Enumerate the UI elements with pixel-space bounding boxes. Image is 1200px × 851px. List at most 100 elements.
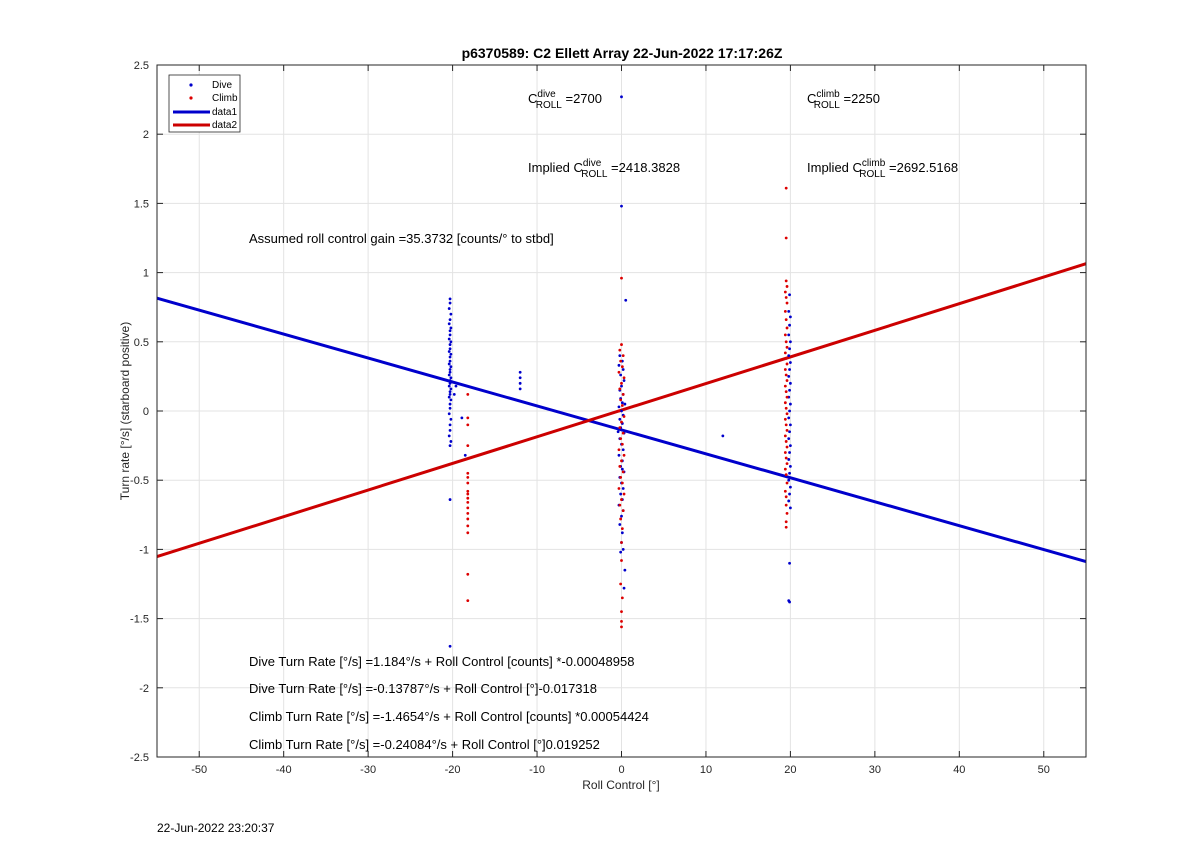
point-climb <box>783 417 787 421</box>
point-climb <box>466 531 470 535</box>
point-dive <box>787 375 791 378</box>
point-climb <box>621 431 625 435</box>
point-dive <box>789 340 792 344</box>
point-dive <box>454 384 458 388</box>
point-dive <box>621 368 625 371</box>
point-dive <box>448 381 452 385</box>
point-climb <box>783 451 787 454</box>
x-tick-label: 0 <box>618 764 624 776</box>
y-tick-label: 1.5 <box>134 198 149 210</box>
data-points <box>447 95 792 648</box>
point-dive <box>447 307 451 310</box>
point-climb <box>784 279 788 283</box>
x-axis: -50 -40 -30 -20 -10 0 10 20 30 40 50 <box>191 65 1050 776</box>
point-climb <box>466 506 470 510</box>
point-climb <box>784 406 788 410</box>
x-tick-label: 50 <box>1038 764 1050 776</box>
legend-data2-label: data2 <box>212 120 237 131</box>
point-climb <box>783 290 787 294</box>
point-climb <box>785 481 789 485</box>
point-climb <box>784 296 788 299</box>
point-climb <box>618 387 622 391</box>
point-climb <box>618 426 622 430</box>
point-climb <box>784 495 788 499</box>
point-dive <box>788 409 791 413</box>
point-climb <box>466 392 470 396</box>
point-dive <box>448 355 452 359</box>
point-dive <box>448 359 452 363</box>
y-tick-label: 0.5 <box>134 337 149 349</box>
point-dive <box>618 417 622 421</box>
point-climb <box>784 456 788 460</box>
point-climb <box>618 464 622 468</box>
point-dive <box>789 444 792 447</box>
point-climb <box>617 409 621 413</box>
point-dive <box>447 434 451 438</box>
point-dive <box>620 204 623 208</box>
point-dive <box>448 379 452 382</box>
point-climb <box>620 420 623 424</box>
point-dive <box>452 392 456 396</box>
point-dive <box>448 428 452 432</box>
point-dive <box>787 309 791 313</box>
point-dive <box>449 326 453 330</box>
point-dive <box>518 376 522 380</box>
annotation-equation-2: Dive Turn Rate [°/s] =-0.13787°/s + Roll… <box>249 681 597 696</box>
point-dive <box>620 467 624 471</box>
x-axis-label: Roll Control [°] <box>582 778 660 792</box>
point-dive <box>447 373 451 377</box>
annotation-implied-climb: Implied Cclimb ROLL =2692.5168 <box>807 158 958 180</box>
point-dive <box>616 430 620 434</box>
point-dive <box>620 384 623 388</box>
point-dive <box>788 430 791 434</box>
point-climb <box>620 559 623 562</box>
point-dive <box>449 417 453 421</box>
point-dive <box>788 293 791 297</box>
point-climb <box>784 373 788 377</box>
point-dive <box>789 464 792 468</box>
point-dive <box>788 388 791 392</box>
point-climb <box>620 625 623 629</box>
y-axis: -2.5 -2 -1.5 -1 -0.5 0 0.5 1 1.5 2 2.5 <box>130 60 1086 764</box>
point-climb <box>617 370 621 374</box>
point-climb <box>618 503 622 507</box>
point-dive <box>788 600 791 604</box>
point-dive <box>448 301 452 305</box>
point-dive <box>789 402 792 406</box>
point-climb <box>621 470 625 474</box>
legend-box <box>168 74 241 133</box>
point-climb <box>784 390 788 394</box>
point-dive <box>447 362 451 366</box>
legend-climb-label: Climb <box>212 93 238 104</box>
point-climb <box>619 476 623 479</box>
point-climb <box>619 517 623 521</box>
point-climb <box>785 445 789 449</box>
point-dive <box>787 416 791 420</box>
point-dive <box>788 368 791 371</box>
point-climb <box>620 619 623 623</box>
point-dive <box>449 387 453 391</box>
point-dive <box>787 354 791 358</box>
point-climb <box>622 376 626 380</box>
point-dive <box>448 318 452 322</box>
legend: Dive Climb data1 data2 <box>168 74 241 133</box>
x-tick-label: -10 <box>529 764 545 776</box>
point-dive <box>789 381 792 385</box>
x-tick-label: 30 <box>869 764 881 776</box>
point-dive <box>448 333 452 337</box>
legend-climb-marker <box>189 96 193 100</box>
point-dive <box>448 347 452 351</box>
point-climb <box>784 520 788 524</box>
point-climb <box>466 423 470 427</box>
point-climb <box>466 416 470 420</box>
point-climb <box>466 481 470 485</box>
chart-title: p6370589: C2 Ellett Array 22-Jun-2022 17… <box>462 45 783 61</box>
point-dive <box>621 548 625 551</box>
point-climb <box>783 384 787 388</box>
annotation-gain: Assumed roll control gain =35.3732 [coun… <box>249 231 554 246</box>
point-climb <box>784 236 788 240</box>
point-dive <box>448 297 452 301</box>
point-dive <box>463 453 467 457</box>
point-dive <box>448 368 452 371</box>
